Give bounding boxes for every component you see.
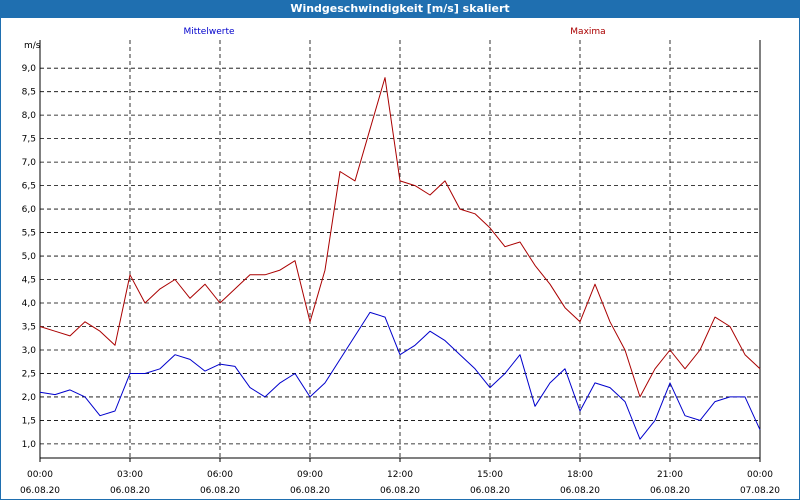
y-tick-label: 7,0 [22, 158, 37, 168]
x-tick-date: 07.08.20 [740, 486, 780, 496]
y-tick-label: 5,5 [22, 229, 36, 239]
y-tick-label: 6,5 [22, 182, 36, 192]
y-tick-label: 1,5 [22, 416, 36, 426]
x-tick-date: 06.08.20 [470, 486, 510, 496]
x-tick-date: 06.08.20 [20, 486, 60, 496]
series-line-maxima [39, 77, 761, 398]
x-tick-time: 06:00 [207, 470, 233, 480]
y-tick-label: 4,5 [22, 276, 36, 286]
x-tick-time: 03:00 [117, 470, 143, 480]
x-tick-date: 06.08.20 [560, 486, 600, 496]
x-tick-time: 21:00 [657, 470, 683, 480]
legend-max: Maxima [570, 27, 605, 37]
legend-mean: Mittelwerte [183, 27, 234, 37]
x-tick-date: 06.08.20 [110, 486, 150, 496]
x-tick-time: 09:00 [297, 470, 323, 480]
x-tick-time: 15:00 [477, 470, 503, 480]
y-tick-label: 2,5 [22, 369, 36, 379]
y-tick-label: 4,0 [22, 299, 37, 309]
y-tick-label: 5,0 [22, 252, 37, 262]
y-tick-label: 3,5 [22, 322, 36, 332]
y-tick-label: 9,0 [22, 64, 37, 74]
y-tick-label: 1,0 [22, 440, 37, 450]
x-tick-date: 06.08.20 [380, 486, 420, 496]
y-tick-label: 2,0 [22, 393, 37, 403]
chart-title: Windgeschwindigkeit [m/s] skaliert [0, 0, 800, 18]
x-tick-time: 00:00 [747, 470, 773, 480]
y-tick-label: 8,0 [22, 111, 37, 121]
y-tick-label: 8,5 [22, 88, 36, 98]
x-tick-date: 06.08.20 [650, 486, 690, 496]
y-axis-label: m/s [24, 41, 41, 51]
x-tick-time: 18:00 [567, 470, 593, 480]
x-tick-time: 12:00 [387, 470, 413, 480]
x-tick-time: 00:00 [27, 470, 53, 480]
y-tick-label: 6,0 [22, 205, 37, 215]
y-tick-label: 3,0 [22, 346, 37, 356]
x-tick-date: 06.08.20 [200, 486, 240, 496]
x-tick-date: 06.08.20 [290, 486, 330, 496]
y-tick-label: 7,5 [22, 135, 36, 145]
series-line-mittelwerte [39, 311, 761, 440]
